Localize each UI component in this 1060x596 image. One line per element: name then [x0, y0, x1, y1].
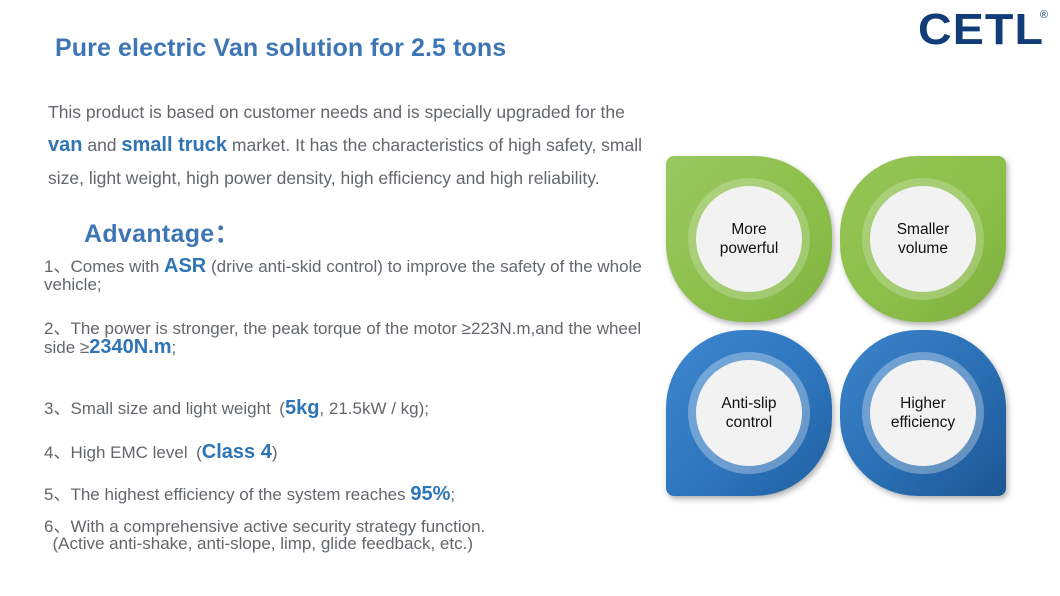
petal-label-line1: More — [731, 221, 767, 238]
bullet-text-2: , 21.5kW / kg); — [319, 399, 430, 418]
bullet-index: 5、 — [44, 485, 71, 504]
petal-label-line2: powerful — [719, 240, 779, 257]
list-item: 4、High EMC level (Class 4) — [44, 442, 659, 462]
list-item: 1、Comes with ASR (drive anti-skid contro… — [44, 256, 659, 293]
four-petal-advantage-diagram: More powerful Smaller volume Anti-slip c… — [666, 156, 1006, 496]
bullet-text-1: Small size and light weight ( — [70, 399, 285, 418]
petal-bottom-right[interactable]: Higher efficiency — [840, 330, 1006, 496]
intro-text-2: and — [82, 134, 122, 155]
list-item: 6、With a comprehensive active security s… — [44, 518, 659, 552]
bullet-text-2: (drive anti-skid control) to improve the… — [44, 257, 642, 294]
intro-text-3: market. It has the characteristics of hi… — [48, 134, 642, 188]
bullet-text-1: Comes with — [70, 257, 164, 276]
petal-label-line1: Higher — [900, 395, 946, 412]
petal-label-line2: control — [725, 414, 773, 431]
list-item: 5、The highest efficiency of the system r… — [44, 484, 659, 504]
bullet-highlight: 5kg — [284, 397, 320, 419]
bullet-text-1: High EMC level ( — [70, 443, 202, 462]
intro-highlight-small-truck: small truck — [121, 133, 228, 156]
advantage-heading: Advantage： — [84, 220, 240, 248]
bullet-index: 3、 — [44, 399, 71, 418]
petal-top-left[interactable]: More powerful — [666, 156, 832, 322]
petal-label-line1: Anti-slip — [721, 395, 777, 412]
bullet-highlight: Class 4 — [201, 441, 272, 463]
petal-label-line2: efficiency — [890, 414, 956, 431]
bullet-text-1: The power is stronger, the peak torque o… — [44, 319, 642, 357]
bullet-index: 4、 — [44, 443, 71, 462]
logo-wordmark: CETL — [918, 5, 1045, 54]
bullet-text-2: ) — [271, 443, 278, 462]
content-column: Pure electric Van solution for 2.5 tons … — [44, 34, 659, 552]
bullet-highlight: 95% — [410, 483, 451, 505]
petal-label-bottom-right: Higher efficiency — [870, 360, 976, 466]
bullet-text-1: With a comprehensive active security str… — [70, 517, 486, 536]
petal-bottom-left[interactable]: Anti-slip control — [666, 330, 832, 496]
petal-label-line1: Smaller — [896, 221, 950, 238]
registered-trademark-icon: ® — [1039, 9, 1048, 21]
list-item: 3、Small size and light weight (5kg, 21.5… — [44, 398, 659, 418]
bullet-index: 6、 — [44, 517, 71, 536]
bullet-highlight: ASR — [164, 255, 207, 277]
bullet-subtext: (Active anti-shake, anti-slope, limp, gl… — [44, 534, 473, 553]
intro-highlight-van: van — [48, 133, 83, 156]
bullet-text-2: ; — [171, 338, 177, 357]
petal-label-top-left: More powerful — [696, 186, 802, 292]
list-item: 2、The power is stronger, the peak torque… — [44, 320, 659, 357]
cetl-logo: CETL ® — [918, 8, 1048, 52]
petal-label-bottom-left: Anti-slip control — [696, 360, 802, 466]
page-title: Pure electric Van solution for 2.5 tons — [55, 34, 507, 62]
petal-label-top-right: Smaller volume — [870, 186, 976, 292]
bullet-index: 2、 — [44, 319, 71, 338]
bullet-text-2: ; — [450, 485, 456, 504]
bullet-text-1: The highest efficiency of the system rea… — [70, 485, 411, 504]
bullet-index: 1、 — [44, 257, 71, 276]
petal-top-right[interactable]: Smaller volume — [840, 156, 1006, 322]
intro-text-1: This product is based on customer needs … — [48, 101, 625, 122]
bullet-highlight: 2340N.m — [89, 336, 172, 358]
petal-label-line2: volume — [898, 240, 948, 257]
intro-paragraph: This product is based on customer needs … — [48, 96, 648, 195]
